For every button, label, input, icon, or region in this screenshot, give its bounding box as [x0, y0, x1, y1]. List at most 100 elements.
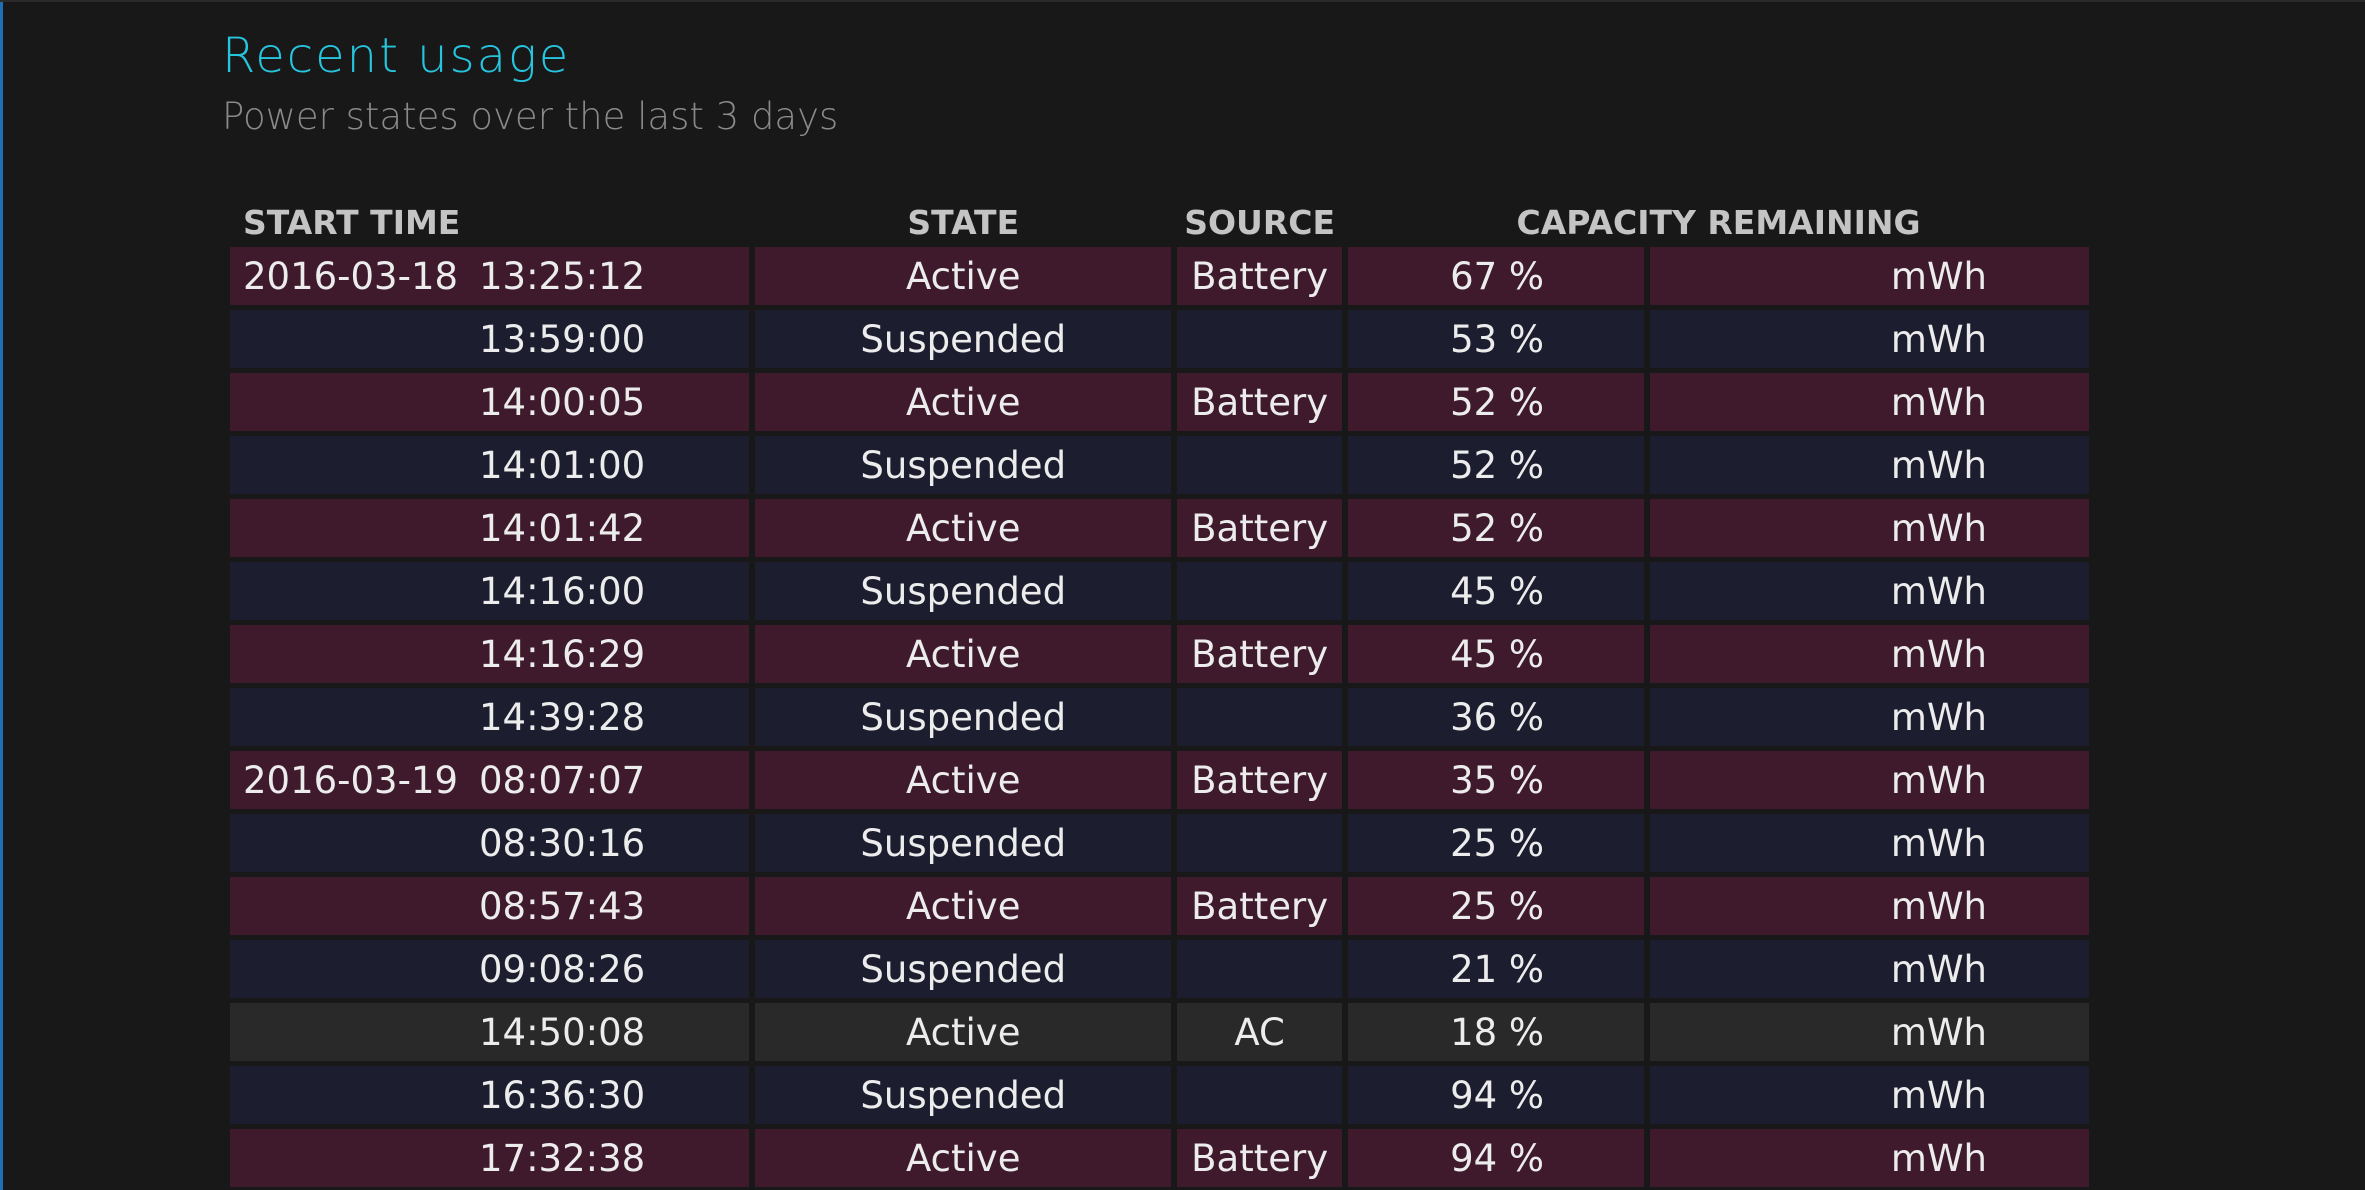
start-time: 14:01:00 [479, 443, 646, 487]
source-cell: Battery [1177, 625, 1343, 683]
table-row: 14:50:08 Active AC 18 % mWh [230, 1003, 2089, 1061]
capacity-mwh-cell: mWh [1650, 499, 2089, 557]
state-cell: Active [755, 625, 1172, 683]
source-cell [1177, 814, 1343, 872]
source-cell: Battery [1177, 373, 1343, 431]
table-row: 14:00:05 Active Battery 52 % mWh [230, 373, 2089, 431]
start-time: 08:07:07 [479, 758, 646, 802]
capacity-percent-cell: 67 % [1348, 247, 1645, 305]
state-cell: Suspended [755, 562, 1172, 620]
table-body: 2016-03-18 13:25:12 Active Battery 67 % mWh 13… [230, 247, 2089, 1187]
start-time-cell: 16:36:30 [230, 1066, 750, 1124]
source-cell: Battery [1177, 1129, 1343, 1187]
start-time: 14:01:42 [479, 506, 646, 550]
capacity-mwh-cell: mWh [1650, 436, 2089, 494]
table-row: 14:39:28 Suspended 36 % mWh [230, 688, 2089, 746]
capacity-percent-cell: 36 % [1348, 688, 1645, 746]
window-left-border [0, 0, 3, 1190]
state-cell: Suspended [755, 688, 1172, 746]
start-time: 14:16:29 [479, 632, 646, 676]
start-time: 09:08:26 [479, 947, 646, 991]
capacity-mwh-cell: mWh [1650, 814, 2089, 872]
capacity-percent-cell: 18 % [1348, 1003, 1645, 1061]
capacity-percent-cell: 53 % [1348, 310, 1645, 368]
start-time-cell: 14:16:00 [230, 562, 750, 620]
capacity-percent-cell: 21 % [1348, 940, 1645, 998]
capacity-mwh-cell: mWh [1650, 751, 2089, 809]
table-row: 17:32:38 Active Battery 94 % mWh [230, 1129, 2089, 1187]
column-header-capacity: CAPACITY REMAINING [1516, 203, 1921, 242]
start-time-cell: 14:39:28 [230, 688, 750, 746]
state-cell: Active [755, 751, 1172, 809]
usage-table: START TIME STATE SOURCE CAPACITY REMAINI… [224, 185, 2095, 1190]
source-cell: Battery [1177, 499, 1343, 557]
start-time: 14:50:08 [479, 1010, 646, 1054]
start-time: 08:57:43 [479, 884, 646, 928]
table-row: 13:59:00 Suspended 53 % mWh [230, 310, 2089, 368]
source-cell [1177, 688, 1343, 746]
state-cell: Active [755, 373, 1172, 431]
start-time: 13:59:00 [479, 317, 646, 361]
capacity-mwh-cell: mWh [1650, 1129, 2089, 1187]
table-row: 14:16:00 Suspended 45 % mWh [230, 562, 2089, 620]
start-time: 14:39:28 [479, 695, 646, 739]
capacity-percent-cell: 94 % [1348, 1066, 1645, 1124]
table-row: 2016-03-18 13:25:12 Active Battery 67 % mWh [230, 247, 2089, 305]
capacity-percent-cell: 35 % [1348, 751, 1645, 809]
start-time: 13:25:12 [479, 254, 646, 298]
capacity-mwh-cell: mWh [1650, 310, 2089, 368]
capacity-mwh-cell: mWh [1650, 562, 2089, 620]
state-cell: Suspended [755, 940, 1172, 998]
start-date: 2016-03-19 [243, 758, 459, 802]
capacity-mwh-cell: mWh [1650, 247, 2089, 305]
start-time: 17:32:38 [479, 1136, 646, 1180]
table-row: 08:57:43 Active Battery 25 % mWh [230, 877, 2089, 935]
start-time-cell: 2016-03-19 08:07:07 [230, 751, 750, 809]
capacity-percent-cell: 52 % [1348, 373, 1645, 431]
table-header-row: START TIME STATE SOURCE CAPACITY REMAINI… [230, 190, 2089, 242]
source-cell [1177, 940, 1343, 998]
start-time: 14:00:05 [479, 380, 646, 424]
start-time-cell: 14:50:08 [230, 1003, 750, 1061]
source-cell [1177, 1066, 1343, 1124]
capacity-mwh-cell: mWh [1650, 940, 2089, 998]
capacity-mwh-cell: mWh [1650, 688, 2089, 746]
start-time: 14:16:00 [479, 569, 646, 613]
page-title: Recent usage [222, 28, 571, 84]
start-time-cell: 08:57:43 [230, 877, 750, 935]
capacity-percent-cell: 45 % [1348, 562, 1645, 620]
start-time-cell: 14:00:05 [230, 373, 750, 431]
start-time-cell: 14:01:42 [230, 499, 750, 557]
capacity-percent-cell: 94 % [1348, 1129, 1645, 1187]
start-time-cell: 17:32:38 [230, 1129, 750, 1187]
source-cell: Battery [1177, 247, 1343, 305]
source-cell [1177, 436, 1343, 494]
start-time-cell: 09:08:26 [230, 940, 750, 998]
start-time-cell: 14:01:00 [230, 436, 750, 494]
start-date: 2016-03-18 [243, 254, 459, 298]
table-row: 14:01:00 Suspended 52 % mWh [230, 436, 2089, 494]
table-row: 09:08:26 Suspended 21 % mWh [230, 940, 2089, 998]
source-cell: Battery [1177, 751, 1343, 809]
state-cell: Suspended [755, 310, 1172, 368]
state-cell: Active [755, 1129, 1172, 1187]
source-cell: AC [1177, 1003, 1343, 1061]
state-cell: Active [755, 877, 1172, 935]
column-header-start-time: START TIME [243, 203, 461, 242]
capacity-percent-cell: 45 % [1348, 625, 1645, 683]
window-top-border [0, 0, 2365, 2]
capacity-mwh-cell: mWh [1650, 625, 2089, 683]
source-cell: Battery [1177, 877, 1343, 935]
state-cell: Active [755, 1003, 1172, 1061]
start-time-cell: 08:30:16 [230, 814, 750, 872]
start-time-cell: 2016-03-18 13:25:12 [230, 247, 750, 305]
state-cell: Suspended [755, 436, 1172, 494]
source-cell [1177, 310, 1343, 368]
state-cell: Active [755, 247, 1172, 305]
source-cell [1177, 562, 1343, 620]
capacity-mwh-cell: mWh [1650, 877, 2089, 935]
table-row: 08:30:16 Suspended 25 % mWh [230, 814, 2089, 872]
page-subtitle: Power states over the last 3 days [222, 95, 839, 138]
capacity-mwh-cell: mWh [1650, 1003, 2089, 1061]
start-time: 08:30:16 [479, 821, 646, 865]
